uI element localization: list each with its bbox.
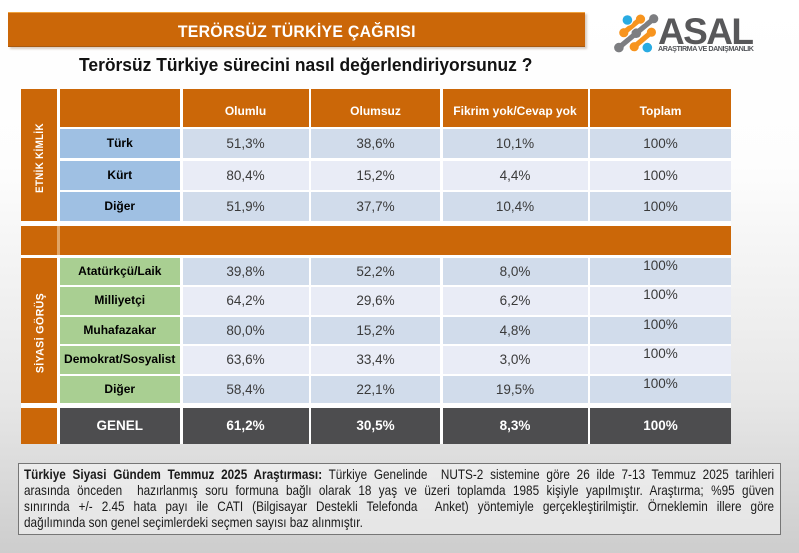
svg-text:ASAL: ASAL	[658, 11, 754, 52]
svg-text:ARAŞTIRMA VE DANIŞMANLIK: ARAŞTIRMA VE DANIŞMANLIK	[658, 44, 755, 53]
